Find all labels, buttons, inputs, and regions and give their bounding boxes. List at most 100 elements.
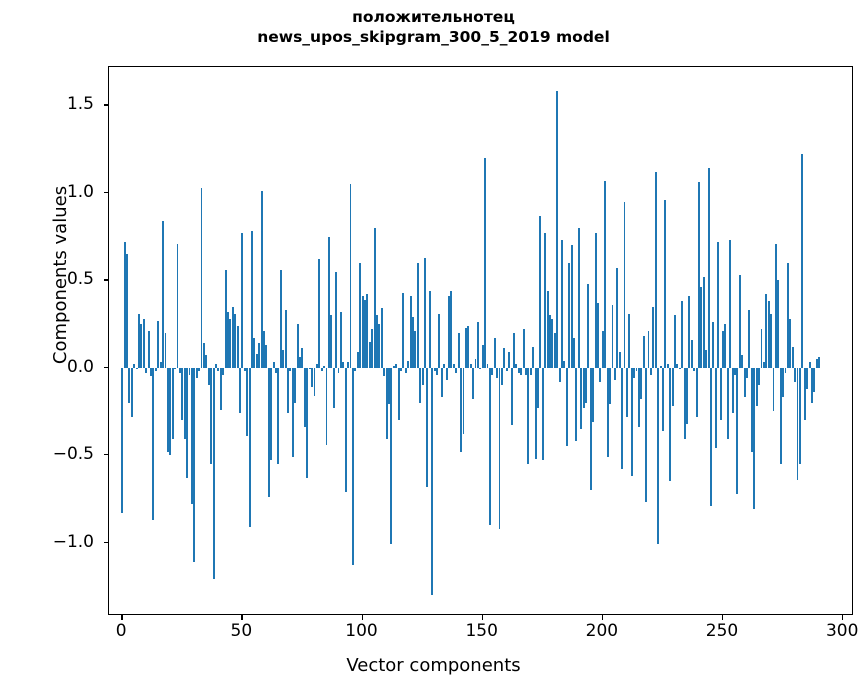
bar	[801, 154, 804, 368]
bar	[455, 367, 458, 373]
bar	[371, 329, 374, 368]
bar	[618, 351, 621, 368]
bar	[222, 367, 225, 375]
bar	[424, 257, 426, 368]
bar	[147, 331, 150, 368]
bar	[472, 367, 475, 400]
bar	[657, 367, 660, 545]
bar	[217, 367, 220, 372]
bar	[404, 367, 407, 373]
bar	[582, 367, 585, 408]
bar	[476, 322, 479, 368]
bar	[138, 313, 140, 368]
bar	[436, 367, 438, 375]
bar	[229, 318, 232, 368]
bar	[128, 367, 131, 403]
bar	[649, 367, 652, 375]
bar	[599, 367, 602, 382]
y-tick-label: 1.5	[66, 94, 94, 115]
bar	[722, 331, 724, 368]
bar	[130, 367, 133, 417]
bar	[142, 318, 145, 368]
bar	[796, 367, 799, 480]
bar	[512, 332, 515, 368]
bar	[291, 367, 294, 457]
bar	[178, 367, 181, 373]
bar	[368, 341, 371, 368]
x-tick-mark	[481, 615, 483, 620]
bar	[212, 367, 215, 580]
bar	[414, 331, 417, 368]
bar	[241, 233, 244, 368]
bar	[748, 310, 751, 368]
bar	[736, 367, 739, 494]
bar	[635, 367, 638, 372]
bar	[210, 367, 213, 464]
x-tick-mark	[601, 615, 604, 620]
bar	[301, 348, 304, 368]
bar	[258, 343, 261, 368]
bar	[645, 367, 648, 503]
bar	[188, 367, 191, 375]
bar	[255, 353, 258, 368]
x-tick-label: 150	[465, 621, 498, 641]
bar	[517, 367, 520, 373]
bar	[717, 241, 720, 368]
bar	[628, 313, 631, 368]
bar	[534, 367, 537, 459]
bar	[779, 367, 782, 464]
bar	[349, 184, 352, 368]
bar	[202, 343, 205, 368]
bar	[630, 367, 633, 477]
bar	[496, 367, 499, 379]
bar	[474, 358, 477, 368]
x-tick-label: 250	[705, 621, 739, 641]
x-tick-mark	[121, 615, 123, 620]
bar	[798, 367, 801, 464]
bar	[176, 243, 179, 368]
bar	[207, 367, 210, 386]
bar	[537, 367, 539, 408]
bar	[186, 367, 189, 478]
bar	[683, 367, 686, 440]
bar	[183, 367, 186, 440]
bar	[515, 364, 518, 368]
bar	[219, 367, 222, 410]
bar	[407, 360, 410, 368]
bar	[467, 325, 470, 368]
bar	[498, 367, 501, 529]
bar	[592, 367, 595, 422]
bar	[640, 367, 643, 400]
bar	[774, 243, 777, 368]
bar	[260, 191, 263, 368]
bar	[700, 287, 703, 368]
bar	[549, 315, 551, 368]
bar	[541, 367, 544, 461]
bar	[150, 367, 153, 377]
plot-area	[108, 66, 853, 615]
bar	[520, 367, 523, 375]
bar	[558, 367, 561, 382]
bar	[522, 329, 525, 368]
bar	[402, 292, 405, 368]
bar	[573, 338, 575, 368]
bar	[335, 271, 338, 368]
bar	[308, 367, 311, 370]
bar	[770, 313, 773, 368]
bar	[551, 318, 554, 368]
bar	[738, 275, 741, 368]
bar	[647, 331, 650, 368]
bar	[344, 367, 347, 492]
x-tick-label: 0	[115, 621, 127, 641]
bar	[784, 367, 787, 373]
bar	[361, 296, 364, 368]
bar	[231, 306, 234, 368]
bar	[279, 269, 282, 368]
bar	[347, 362, 350, 368]
bar	[719, 367, 722, 421]
bar	[412, 317, 414, 368]
bar	[152, 367, 155, 520]
y-tick-mark	[104, 454, 109, 456]
bar	[315, 364, 318, 368]
bar	[265, 344, 268, 368]
